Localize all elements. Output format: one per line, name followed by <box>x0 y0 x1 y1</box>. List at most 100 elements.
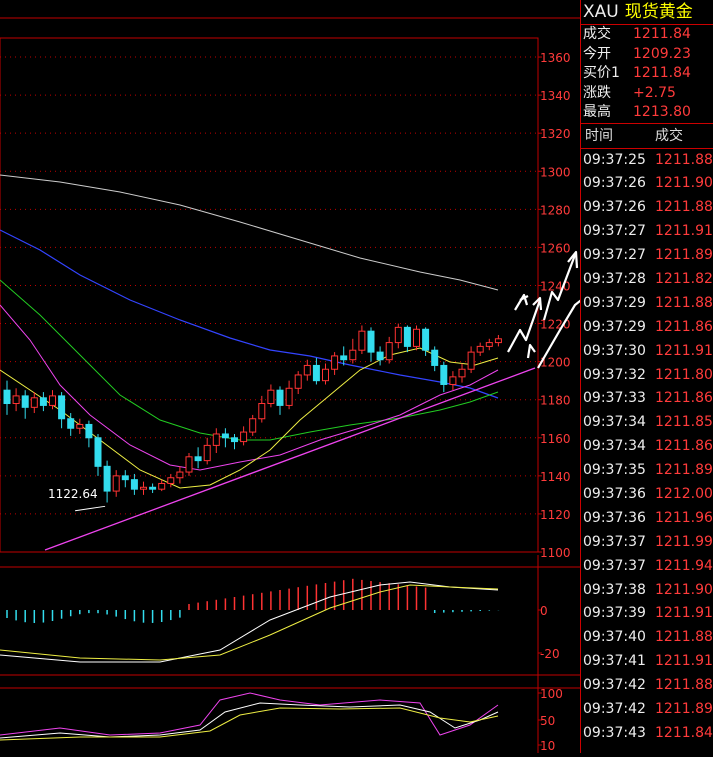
candle-body <box>294 374 302 389</box>
candle-body <box>103 465 111 492</box>
candle-body <box>112 475 120 492</box>
candle-body <box>267 389 275 405</box>
tick-price: 1211.91 <box>655 653 713 670</box>
candle-body <box>203 444 211 462</box>
candle-body <box>385 342 393 361</box>
drawn-arrow <box>542 254 577 321</box>
candle-body <box>413 328 420 347</box>
quote-value: 1209.23 <box>633 45 691 62</box>
kline-chart[interactable]: 1360 1340 1320 1300 1280 1260 1240 1220 1200 1180… <box>0 0 631 753</box>
tick-time: 09:37:26 <box>583 175 646 192</box>
tick-time: 09:37:34 <box>583 414 646 431</box>
tick-row: 09:37:25 1211.88 <box>581 149 713 173</box>
tick-time: 09:37:26 <box>583 199 646 216</box>
kd-axis-label: 10 <box>540 739 555 753</box>
quote-value: 1211.84 <box>633 65 691 81</box>
candle-body <box>494 338 502 344</box>
candle-body <box>130 479 138 490</box>
candle-body <box>158 482 166 490</box>
candle-body <box>403 326 411 347</box>
price-axis-label: 1360 <box>540 51 571 65</box>
candle-body <box>285 387 293 406</box>
low-annotation: 1122.64 <box>48 487 98 501</box>
ma-yellow-line <box>0 347 499 489</box>
drawn-arrow <box>507 299 542 353</box>
candle-body <box>30 397 38 408</box>
tick-row: 09:37:42 1211.89 <box>581 698 713 722</box>
tick-time: 09:37:35 <box>583 462 646 479</box>
price-axis-label: 1140 <box>540 470 571 484</box>
tick-price: 1212.00 <box>655 485 713 502</box>
price-frame <box>0 37 539 553</box>
candle-body <box>312 364 320 382</box>
tick-price: 1211.96 <box>655 509 713 526</box>
quote-label: 最高 <box>583 104 611 120</box>
drawn-arrow-head <box>567 250 579 269</box>
candle-body <box>458 368 466 378</box>
tick-time: 09:37:29 <box>583 318 646 335</box>
candle-body <box>231 437 238 443</box>
tick-row: 09:37:32 1211.80 <box>581 364 713 388</box>
candle-body <box>176 471 184 479</box>
tick-price: 1211.85 <box>655 414 713 431</box>
drawn-arrow-head <box>532 296 543 311</box>
quote-row: 成交 1211.84 <box>581 25 713 45</box>
candle-body <box>394 326 402 344</box>
kd-k-line <box>0 692 499 736</box>
tick-time: 09:37:42 <box>583 677 646 694</box>
macd-axis-label: -20 <box>540 647 560 661</box>
price-axis-label: 1200 <box>540 356 571 370</box>
candle-body <box>85 423 93 439</box>
tick-time: 09:37:25 <box>583 151 646 168</box>
tick-row: 09:37:37 1211.99 <box>581 531 713 555</box>
tick-row: 09:37:29 1211.88 <box>581 292 713 316</box>
tick-price: 1211.84 <box>655 724 713 741</box>
tick-row: 09:37:29 1211.86 <box>581 316 713 340</box>
candle-body <box>121 475 129 481</box>
candle-body <box>303 364 311 376</box>
ticks-list[interactable]: 09:37:25 1211.88 09:37:26 1211.90 09:37:26 12… <box>581 149 713 746</box>
tick-price: 1211.91 <box>655 223 713 240</box>
candle-body <box>485 342 493 347</box>
tick-price: 1211.94 <box>655 557 713 574</box>
candle-body <box>476 345 484 353</box>
kline-chart-canvas[interactable]: 1360134013201300128012601240122012001180… <box>0 0 631 753</box>
candle-body <box>67 418 75 429</box>
macd-dif-line <box>0 581 499 663</box>
tick-price: 1211.80 <box>655 366 713 383</box>
ma-white-line <box>0 174 499 291</box>
quote-label: 今开 <box>583 45 611 62</box>
divider <box>581 24 713 25</box>
tick-price: 1211.88 <box>655 677 713 694</box>
tick-time: 09:37:27 <box>583 223 646 240</box>
tick-price: 1211.90 <box>655 175 713 192</box>
kd-axis-label: 100 <box>540 687 563 701</box>
drawn-arrow <box>526 343 536 359</box>
candle-body <box>376 351 384 361</box>
tick-price: 1211.82 <box>655 270 713 287</box>
candle-body <box>349 349 357 361</box>
candle-body <box>167 477 175 484</box>
tick-time: 09:37:42 <box>583 700 646 717</box>
tick-time: 09:37:39 <box>583 605 646 622</box>
tick-row: 09:37:34 1211.85 <box>581 411 713 435</box>
tick-time: 09:37:36 <box>583 485 646 502</box>
tick-time: 09:37:33 <box>583 390 646 407</box>
price-axis-label: 1220 <box>540 318 571 332</box>
candle-body <box>140 486 147 490</box>
candle-body <box>340 355 348 361</box>
tick-price: 1211.86 <box>655 390 713 407</box>
price-axis-label: 1120 <box>540 508 571 522</box>
tick-price: 1211.90 <box>655 581 713 598</box>
tick-price: 1211.88 <box>655 199 713 216</box>
quote-summary: 成交 1211.84 今开 1209.23 买价1 1211.84 涨跌 +2.75 最高 121… <box>581 25 713 123</box>
quote-label: 涨跌 <box>583 84 611 101</box>
tick-price: 1211.89 <box>655 700 713 717</box>
tick-row: 09:37:43 1211.84 <box>581 722 713 746</box>
candle-body <box>94 437 102 467</box>
tick-price: 1211.91 <box>655 605 713 622</box>
candle-body <box>240 431 248 443</box>
candle-body <box>21 395 29 408</box>
tick-row: 09:37:37 1211.94 <box>581 555 713 579</box>
price-axis-label: 1300 <box>540 165 571 179</box>
